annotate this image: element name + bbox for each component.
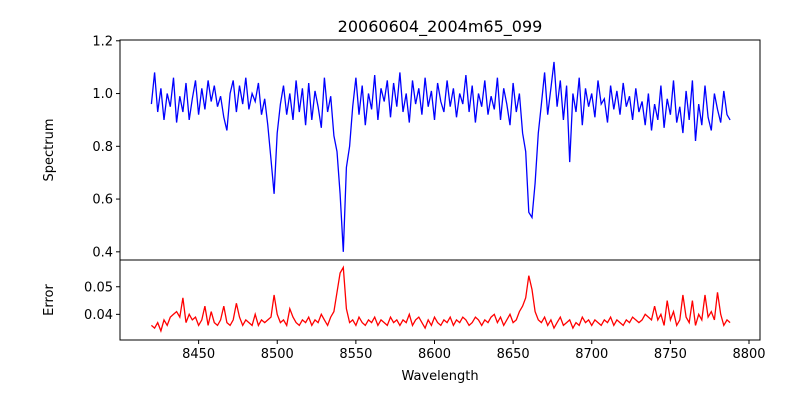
x-tick-label: 8500 [261,347,294,362]
spectrum-y-tick-label: 0.8 [92,140,113,155]
spectrum-panel: 0.4 0.6 0.8 1.0 1.2 [92,34,761,261]
error-y-label: Error [42,284,57,316]
spectrum-y-tick-label: 1.2 [92,34,113,49]
error-y-tick-label: 0.04 [84,308,113,323]
x-tick-label: 8450 [182,347,215,362]
spectrum-series-line [150,61,731,252]
spectrum-y-tick-label: 1.0 [92,87,113,102]
error-y-tick-label: 0.05 [84,280,113,295]
error-axes-frame [119,259,761,341]
chart-title: 20060604_2004m65_099 [338,17,543,37]
x-tick-label: 8550 [339,347,372,362]
x-tick-label: 8600 [418,347,451,362]
x-tick-label: 8650 [497,347,530,362]
error-panel: 0.04 0.05 8450 8500 8550 8600 8650 8700 8750 8800 [84,259,766,362]
spectrum-axes-frame [119,39,761,261]
x-tick-label: 8750 [654,347,687,362]
x-tick-label: 8700 [575,347,608,362]
x-axis-label: Wavelength [401,369,478,384]
x-tick-label: 8800 [732,347,765,362]
error-series-line [150,265,731,333]
spectrum-y-tick-label: 0.4 [92,245,113,260]
spectrum-y-tick-label: 0.6 [92,193,113,208]
spectrum-y-label: Spectrum [42,119,57,182]
